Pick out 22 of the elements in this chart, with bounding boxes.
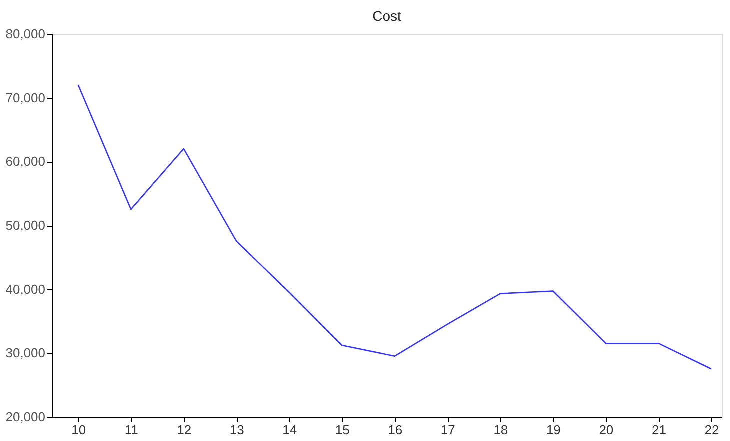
x-tick-label: 12 [177,422,192,438]
x-tick-label: 14 [282,422,298,438]
x-tick-label: 13 [230,422,244,438]
y-tick-label: 70,000 [6,90,46,106]
x-tick-label: 11 [124,422,138,438]
x-tick-label: 22 [704,422,720,438]
y-tick-label: 20,000 [6,410,46,424]
y-tick-label: 30,000 [6,346,46,361]
chart-title: Cost [372,8,402,24]
x-tick-label: 17 [440,422,456,438]
x-tick-label: 18 [494,422,508,438]
x-tick-label: 16 [388,422,403,438]
x-tick-label: 10 [72,422,86,438]
line-series [78,84,712,370]
x-tick-label: 20 [599,422,614,438]
x-tick-label: 21 [652,422,666,438]
y-tick-label: 40,000 [6,282,46,297]
x-tick-label: 15 [335,422,350,438]
y-tick-label: 60,000 [6,154,46,170]
y-tick-label: 80,000 [6,26,46,42]
y-tick-label: 50,000 [6,218,46,233]
x-tick-label: 19 [546,422,561,438]
